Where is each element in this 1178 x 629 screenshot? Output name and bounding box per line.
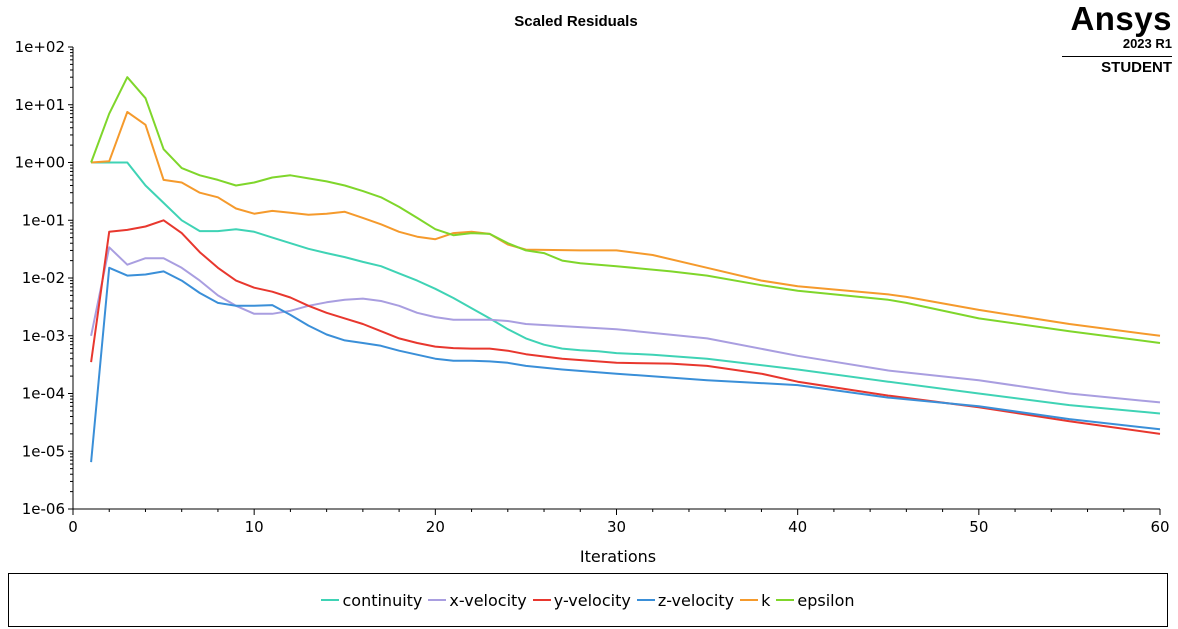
series-line-y-velocity — [90, 219, 1161, 435]
series-line-continuity — [91, 161, 1161, 415]
y-tick-label: 1e-04 — [22, 385, 65, 403]
legend-item-x-velocity: x-velocity — [428, 590, 527, 610]
x-tick-label: 10 — [245, 518, 264, 536]
y-tick-label: 1e+02 — [15, 38, 65, 56]
x-tick-label: 0 — [68, 518, 78, 536]
legend-swatch — [532, 599, 551, 601]
y-tick-label: 1e+00 — [15, 154, 65, 172]
legend-label: x-velocity — [449, 590, 527, 610]
series-line-z-velocity — [90, 266, 1161, 463]
series-layer — [90, 76, 1161, 463]
legend-label: z-velocity — [657, 590, 735, 610]
logo-edition: STUDENT — [1101, 59, 1172, 76]
legend-swatch — [428, 599, 447, 601]
legend-swatch — [321, 599, 340, 601]
axes: 1e-06 1e-05 1e-04 1e-03 1e-02 1e-01 1e+00 1e+01… — [15, 38, 1170, 536]
series-line-k — [91, 111, 1161, 337]
ansys-logo: Ansys 2023 R1 STUDENT — [1050, 2, 1172, 76]
y-tick-label: 1e+01 — [15, 96, 65, 114]
x-tick-label: 60 — [1150, 518, 1169, 536]
series-line-x-velocity — [90, 246, 1161, 404]
legend-item-z-velocity: z-velocity — [636, 590, 735, 610]
x-tick-label: 50 — [969, 518, 988, 536]
residuals-chart: Scaled Residuals 1e-061e-051e-041e-031e-… — [15, 13, 1170, 566]
series-line-epsilon — [90, 76, 1161, 344]
logo-divider — [1062, 56, 1172, 57]
x-tick-label: 20 — [426, 518, 445, 536]
legend-label: epsilon — [797, 590, 855, 610]
legend-item-k: k — [740, 591, 770, 610]
legend-swatch — [636, 599, 655, 601]
y-tick-label: 1e-03 — [22, 327, 65, 345]
legend: continuity x-velocity y-velocity z-velocity… — [8, 573, 1168, 627]
y-tick-label: 1e-01 — [22, 211, 65, 229]
legend-label: continuity — [342, 590, 423, 610]
chart-title: Scaled Residuals — [514, 13, 637, 30]
legend-item-continuity: continuity — [321, 591, 422, 610]
legend-label: y-velocity — [553, 590, 631, 610]
x-tick-label: 30 — [607, 518, 626, 536]
x-tick-label: 40 — [788, 518, 807, 536]
legend-label: k — [761, 590, 771, 610]
legend-item-y-velocity: y-velocity — [532, 590, 631, 610]
legend-item-epsilon: epsilon — [776, 590, 855, 610]
y-tick-label: 1e-02 — [22, 269, 65, 287]
x-axis-title: Iterations — [580, 547, 656, 566]
logo-version: 2023 R1 — [1122, 36, 1172, 51]
y-tick-label: 1e-06 — [22, 500, 65, 518]
logo-brand: Ansys — [1070, 0, 1172, 37]
y-tick-label: 1e-05 — [22, 442, 65, 460]
legend-swatch — [776, 599, 795, 601]
legend-swatch — [740, 599, 759, 601]
